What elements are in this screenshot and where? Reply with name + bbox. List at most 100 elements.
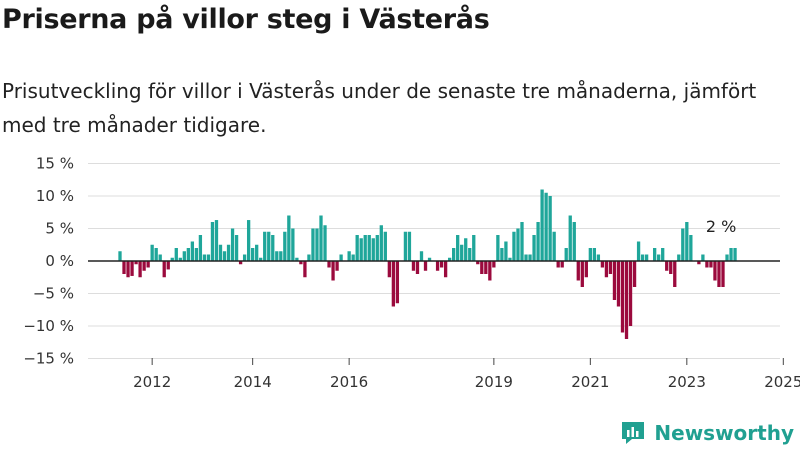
bar — [452, 248, 456, 261]
bar — [653, 248, 657, 261]
bar — [218, 244, 223, 261]
bar — [126, 261, 130, 278]
bar — [701, 254, 705, 261]
bar — [536, 222, 540, 261]
bar — [150, 244, 154, 261]
bar — [661, 248, 665, 261]
bar — [118, 251, 122, 261]
bar — [608, 261, 613, 274]
bar — [484, 261, 488, 274]
bar — [146, 261, 150, 268]
bar — [665, 261, 669, 271]
bar — [403, 231, 408, 261]
chart-bars — [118, 189, 737, 339]
bar — [492, 261, 496, 268]
bar — [347, 251, 351, 261]
bar — [588, 248, 592, 261]
bar — [520, 222, 524, 261]
bar — [210, 222, 215, 261]
bar — [182, 251, 186, 261]
bar — [226, 244, 231, 261]
bar — [251, 248, 255, 261]
bar — [407, 231, 412, 261]
bar — [516, 228, 520, 261]
bar — [572, 222, 576, 261]
bar — [612, 261, 617, 300]
bar — [263, 231, 267, 261]
bar — [640, 254, 645, 261]
bar — [319, 215, 323, 261]
y-tick-label: 10 % — [36, 187, 74, 205]
bar — [532, 235, 536, 261]
bar — [162, 261, 166, 278]
x-tick-label: 2016 — [330, 373, 368, 391]
bar — [729, 248, 733, 261]
bar — [303, 261, 307, 278]
bar — [371, 238, 375, 261]
bar — [476, 261, 480, 265]
bar — [323, 225, 327, 261]
bar — [311, 228, 315, 261]
bar — [367, 235, 371, 261]
bar — [697, 261, 701, 265]
bar — [202, 254, 207, 261]
x-tick-label: 2023 — [668, 373, 706, 391]
bar — [419, 251, 424, 261]
bar — [363, 235, 367, 261]
bar — [689, 235, 693, 261]
bar — [214, 220, 219, 261]
bar — [423, 261, 428, 271]
y-tick-label: 15 % — [36, 155, 74, 173]
y-tick-label: −10 % — [23, 317, 74, 335]
bar — [552, 231, 556, 261]
x-tick-label: 2019 — [475, 373, 513, 391]
bar — [186, 248, 190, 261]
bar — [299, 261, 303, 265]
x-tick-label: 2025 — [764, 373, 800, 391]
bar — [359, 238, 363, 261]
bar — [524, 254, 528, 261]
bar — [480, 261, 484, 274]
bar — [138, 261, 142, 278]
bar — [194, 248, 199, 261]
bar — [234, 235, 239, 261]
chart-subtitle: Prisutveckling för villor i Västerås und… — [2, 79, 757, 137]
bar — [259, 257, 263, 261]
bar — [331, 261, 335, 281]
bar — [644, 254, 649, 261]
bar — [721, 261, 725, 287]
bar — [456, 235, 460, 261]
bar — [709, 261, 713, 268]
bar — [500, 248, 504, 261]
bar — [130, 261, 134, 276]
bar — [246, 220, 251, 261]
bar — [540, 189, 544, 261]
bar — [351, 254, 355, 261]
bar — [166, 261, 170, 270]
bar — [596, 254, 601, 261]
bar — [657, 254, 661, 261]
bar — [255, 244, 259, 261]
bar — [496, 235, 500, 261]
bar — [387, 261, 391, 278]
bar — [230, 228, 235, 261]
newsworthy-brand[interactable]: Newsworthy — [620, 420, 794, 446]
bar — [238, 261, 243, 265]
bar — [383, 231, 387, 261]
bar — [528, 254, 532, 261]
y-tick-label: −5 % — [33, 285, 74, 303]
bar — [391, 261, 396, 307]
bar — [620, 261, 625, 333]
bar — [592, 248, 597, 261]
bar — [685, 222, 689, 261]
bar — [705, 261, 709, 268]
bar — [472, 235, 476, 261]
bar — [512, 231, 516, 261]
bar — [616, 261, 621, 307]
bar — [564, 248, 568, 261]
bar — [122, 261, 126, 274]
bar — [669, 261, 673, 274]
bar — [271, 235, 275, 261]
bar — [134, 261, 138, 265]
